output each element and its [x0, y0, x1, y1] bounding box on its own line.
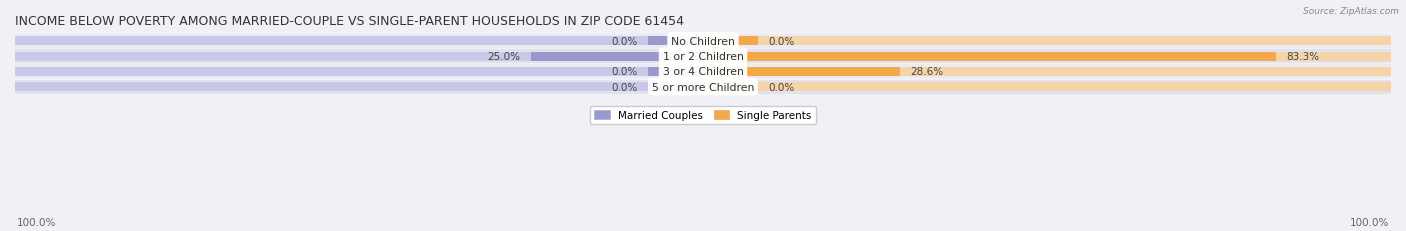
Bar [703, 83, 758, 92]
Bar [15, 80, 1391, 94]
Text: 0.0%: 0.0% [612, 36, 638, 47]
Text: 83.3%: 83.3% [1286, 52, 1320, 62]
Bar [15, 50, 1391, 64]
Bar [703, 68, 900, 76]
Bar [15, 37, 703, 46]
Bar [703, 68, 1391, 76]
Bar [15, 52, 703, 61]
Text: 28.6%: 28.6% [910, 67, 943, 77]
Text: 100.0%: 100.0% [17, 217, 56, 227]
Bar [648, 68, 703, 76]
Text: 100.0%: 100.0% [1350, 217, 1389, 227]
Bar [703, 52, 1391, 61]
Bar [703, 37, 1391, 46]
Bar [15, 35, 1391, 49]
Text: 25.0%: 25.0% [488, 52, 520, 62]
Bar [703, 37, 758, 46]
Bar [648, 37, 703, 46]
Text: 3 or 4 Children: 3 or 4 Children [662, 67, 744, 77]
Text: 1 or 2 Children: 1 or 2 Children [662, 52, 744, 62]
Bar [15, 65, 1391, 79]
Legend: Married Couples, Single Parents: Married Couples, Single Parents [591, 106, 815, 125]
Text: 0.0%: 0.0% [612, 67, 638, 77]
Bar [531, 52, 703, 61]
Text: 5 or more Children: 5 or more Children [652, 82, 754, 92]
Text: Source: ZipAtlas.com: Source: ZipAtlas.com [1303, 7, 1399, 16]
Text: 0.0%: 0.0% [768, 36, 794, 47]
Bar [15, 83, 703, 92]
Text: No Children: No Children [671, 36, 735, 47]
Bar [648, 83, 703, 92]
Bar [703, 52, 1277, 61]
Text: INCOME BELOW POVERTY AMONG MARRIED-COUPLE VS SINGLE-PARENT HOUSEHOLDS IN ZIP COD: INCOME BELOW POVERTY AMONG MARRIED-COUPL… [15, 15, 683, 28]
Bar [15, 68, 703, 76]
Text: 0.0%: 0.0% [612, 82, 638, 92]
Bar [703, 83, 1391, 92]
Text: 0.0%: 0.0% [768, 82, 794, 92]
